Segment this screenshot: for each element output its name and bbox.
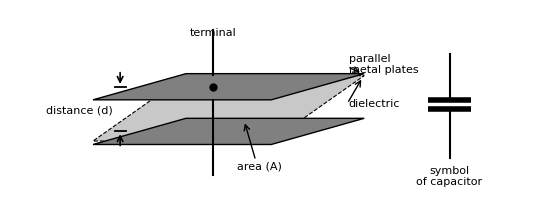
Text: distance (d): distance (d)	[46, 105, 112, 114]
Polygon shape	[93, 74, 364, 100]
Text: area (A): area (A)	[237, 161, 282, 171]
Text: terminal: terminal	[190, 28, 237, 38]
Polygon shape	[93, 76, 364, 141]
Polygon shape	[93, 119, 364, 145]
Text: parallel
metal plates: parallel metal plates	[349, 54, 418, 75]
Text: symbol
of capacitor: symbol of capacitor	[416, 165, 483, 186]
Text: dielectric: dielectric	[349, 98, 400, 108]
